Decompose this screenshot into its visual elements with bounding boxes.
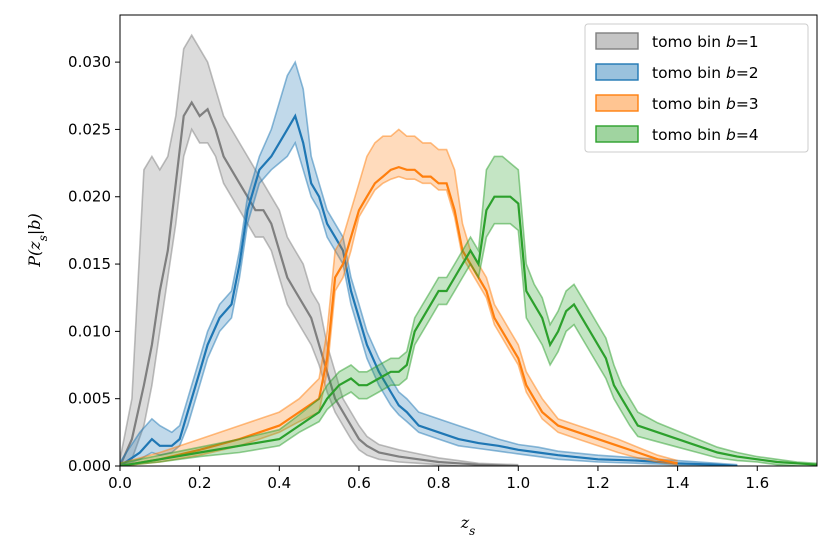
y-tick-label: 0.030 [68, 53, 111, 71]
x-tick-label: 1.4 [666, 474, 690, 492]
legend-entry-tomo-bin-b-4: tomo bin b=4 [652, 126, 759, 144]
legend-entry-tomo-bin-b-3: tomo bin b=3 [652, 95, 759, 113]
series-tomo-bin-b-2 [120, 60, 738, 466]
sample-line-lower [120, 222, 817, 466]
x-tick-label: 1.0 [506, 474, 530, 492]
y-tick-label: 0.015 [68, 255, 111, 273]
plot-frame [119, 14, 818, 467]
legend-entry-tomo-bin-b-1: tomo bin b=1 [652, 33, 759, 51]
confidence-band [120, 62, 738, 466]
mean-line [120, 113, 738, 466]
x-axis: 0.0 0.2 0.4 0.6 0.8 1.0 1.2 1.4 1.6 [108, 466, 769, 492]
y-tick-label: 0.025 [68, 120, 111, 138]
y-tick-label: 0.000 [68, 457, 111, 475]
series-tomo-bin-b-4 [120, 155, 817, 466]
sample-line-upper [120, 128, 678, 465]
y-tick-label: 0.005 [68, 390, 111, 408]
x-tick-label: 0.6 [347, 474, 371, 492]
legend-box [584, 23, 809, 153]
x-tick-label: 1.6 [745, 474, 769, 492]
x-tick-label: 0.4 [267, 474, 291, 492]
x-axis-label: zs [460, 513, 476, 538]
x-tick-label: 0.2 [188, 474, 212, 492]
sample-line-lower [120, 127, 519, 466]
series-layer [120, 33, 817, 466]
x-tick-label: 1.2 [586, 474, 610, 492]
legend-swatch [595, 94, 639, 112]
sample-line-lower [120, 140, 738, 466]
legend-swatch [595, 32, 639, 50]
legend: tomo bin b=1 tomo bin b=2 tomo bin b=3 tomo… [584, 23, 809, 153]
series-tomo-bin-b-1 [120, 33, 519, 466]
x-tick-label: 0.0 [108, 474, 132, 492]
mean-line [120, 100, 519, 466]
y-axis-label: P(zs|b) [25, 213, 50, 267]
y-tick-label: 0.010 [68, 322, 111, 340]
sample-line-upper [120, 60, 738, 466]
mean-line [120, 195, 817, 466]
sample-line-upper [120, 155, 817, 465]
legend-swatch [595, 63, 639, 81]
legend-swatch [595, 125, 639, 143]
y-tick-label: 0.020 [68, 188, 111, 206]
y-axis: 0.000 0.005 0.010 0.015 0.020 0.025 0.030 [68, 53, 120, 475]
legend-entry-tomo-bin-b-2: tomo bin b=2 [652, 64, 759, 82]
sample-line-upper [120, 33, 519, 466]
x-tick-label: 0.8 [427, 474, 451, 492]
